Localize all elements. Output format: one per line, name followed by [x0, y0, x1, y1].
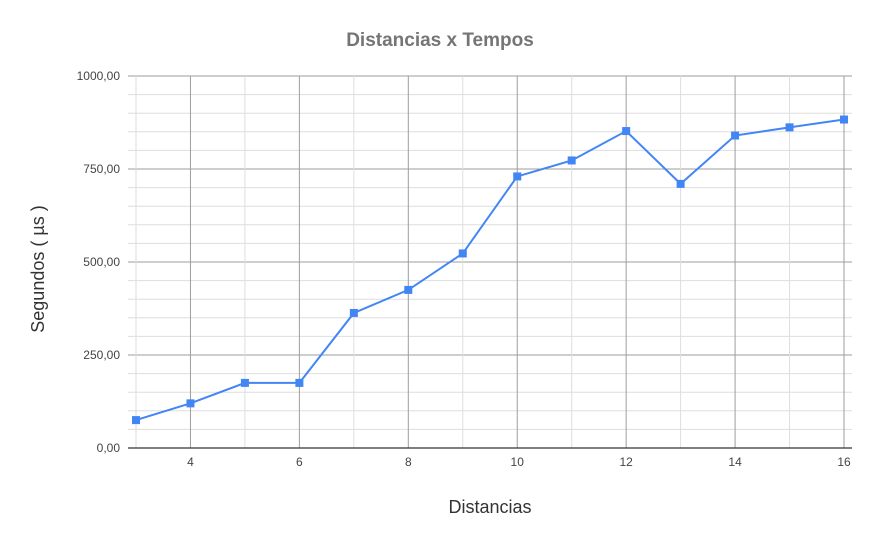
x-tick-label: 10	[511, 455, 525, 469]
data-point	[240, 378, 249, 387]
chart-title: Distancias x Tempos	[346, 30, 534, 51]
data-point	[186, 399, 195, 408]
data-point	[404, 285, 413, 294]
y-axis-label: Segundos ( µs )	[28, 205, 48, 332]
data-point	[132, 416, 140, 425]
data-point	[622, 127, 631, 136]
data-point	[295, 378, 304, 387]
y-tick-label: 250,00	[83, 348, 120, 362]
y-tick-label: 1000,00	[77, 69, 121, 83]
y-axis-ticks: 0,00 250,00 500,00 750,00 1000,00	[77, 69, 121, 455]
y-tick-label: 500,00	[83, 255, 120, 269]
x-tick-label: 8	[405, 455, 412, 469]
data-point	[840, 115, 848, 124]
y-tick-label: 0,00	[97, 441, 121, 455]
x-axis-label: Distancias	[448, 497, 531, 517]
x-tick-label: 4	[187, 455, 194, 469]
x-tick-label: 12	[619, 455, 633, 469]
data-point	[513, 172, 522, 181]
data-point	[676, 179, 685, 188]
x-tick-label: 6	[296, 455, 303, 469]
x-tick-label: 16	[837, 455, 851, 469]
data-point	[731, 131, 740, 140]
grid	[128, 75, 852, 449]
series-line	[135, 118, 845, 422]
data-point	[349, 308, 358, 317]
data-point	[785, 123, 794, 132]
data-point	[567, 156, 576, 165]
data-point	[458, 249, 467, 258]
series-group	[132, 115, 848, 425]
y-tick-label: 750,00	[83, 162, 120, 176]
x-axis-ticks: 4 6 8 10 12 14 16	[187, 455, 851, 469]
x-tick-label: 14	[728, 455, 742, 469]
